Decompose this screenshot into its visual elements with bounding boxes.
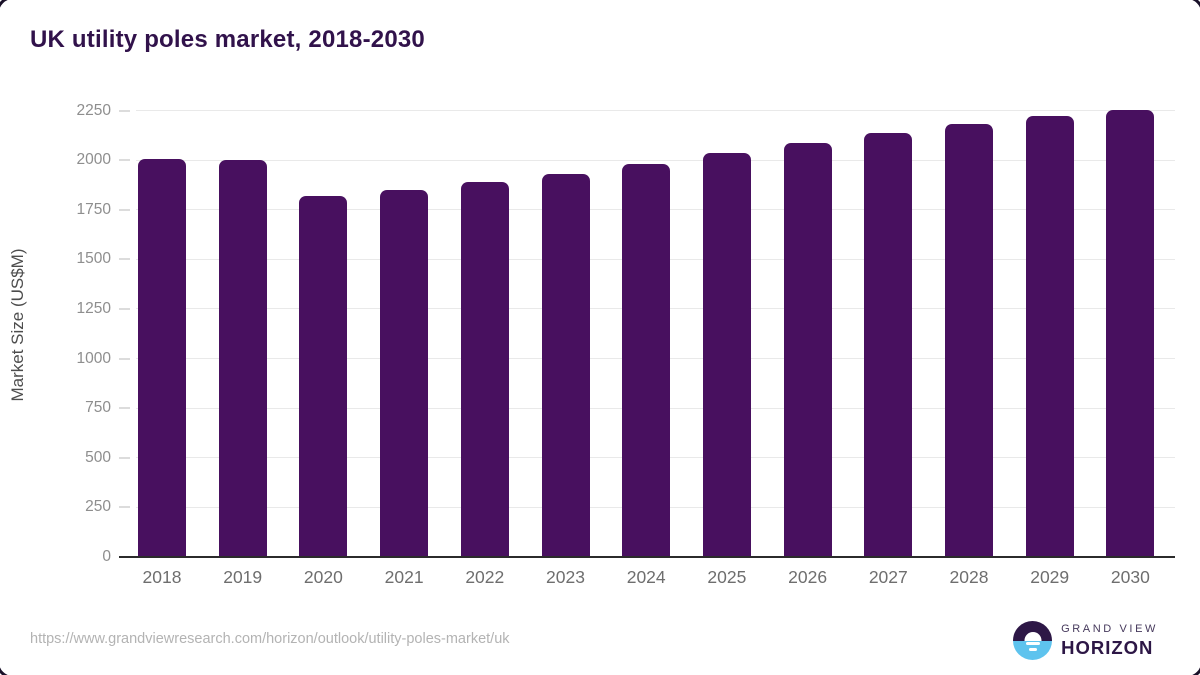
y-tick-label-750: 750 — [85, 399, 111, 417]
y-tick-1500 — [119, 258, 130, 261]
bar-2026 — [783, 143, 832, 557]
y-tick-250 — [119, 506, 130, 509]
horizon-sun-icon — [1013, 621, 1053, 660]
bar-2021 — [380, 189, 429, 557]
y-tick-label-1500: 1500 — [76, 250, 111, 268]
y-tick-label-250: 250 — [85, 498, 111, 516]
x-tick-label-2025: 2025 — [707, 567, 747, 587]
y-tick-750 — [119, 407, 130, 410]
gridline-2250 — [136, 110, 1175, 111]
x-tick-label-2020: 2020 — [303, 567, 343, 587]
y-tick-label-500: 500 — [85, 448, 111, 466]
y-tick-label-1000: 1000 — [76, 349, 111, 367]
chart-title: UK utility poles market, 2018-2030 — [30, 26, 425, 53]
x-tick-label-2023: 2023 — [546, 567, 585, 587]
x-tick-label-2030: 2030 — [1110, 567, 1150, 587]
bar-2030 — [1106, 109, 1155, 557]
y-axis-title: Market Size (US$M) — [8, 248, 27, 402]
bar-2020 — [299, 195, 348, 557]
x-tick-label-2021: 2021 — [384, 567, 424, 587]
bar-2023 — [541, 174, 590, 557]
bar-2018 — [138, 159, 186, 557]
bar-2025 — [702, 153, 751, 557]
logo-text-horizon: HORIZON — [1061, 636, 1154, 658]
bar-2028 — [945, 124, 993, 557]
bar-2019 — [218, 160, 267, 557]
source-url: https://www.grandviewresearch.com/horizo… — [30, 631, 510, 647]
x-tick-label-2019: 2019 — [223, 567, 263, 587]
x-tick-label-2018: 2018 — [142, 567, 182, 587]
y-tick-1250 — [119, 307, 130, 310]
bar-2022 — [460, 181, 509, 557]
y-tick-500 — [119, 456, 130, 459]
x-tick-label-2022: 2022 — [465, 567, 505, 587]
y-tick-label-1250: 1250 — [76, 299, 111, 317]
x-axis-line — [119, 556, 1175, 558]
x-tick-label-2024: 2024 — [626, 567, 666, 587]
x-tick-label-2029: 2029 — [1030, 567, 1070, 587]
y-tick-label-0: 0 — [102, 548, 111, 565]
brand-logo: GRAND VIEW HORIZON — [1013, 621, 1158, 660]
plot-area: 0 250 500 750 1000 1250 1500 1750 2000 2250 2018 2… — [77, 90, 1175, 587]
bar-2029 — [1025, 116, 1074, 557]
y-tick-1000 — [119, 357, 130, 360]
y-tick-2000 — [119, 159, 130, 162]
x-tick-label-2028: 2028 — [949, 567, 989, 587]
y-tick-1750 — [119, 208, 130, 211]
x-tick-label-2027: 2027 — [868, 567, 908, 587]
x-tick-label-2026: 2026 — [788, 567, 828, 587]
y-tick-label-2250: 2250 — [76, 101, 111, 119]
y-tick-2250 — [119, 109, 130, 112]
bar-2027 — [864, 133, 913, 557]
logo-text-grand-view: GRAND VIEW — [1061, 622, 1158, 635]
bar-2024 — [622, 164, 671, 557]
gridline-2000 — [136, 159, 1175, 161]
y-tick-label-2000: 2000 — [76, 151, 111, 169]
y-tick-label-1750: 1750 — [76, 200, 111, 218]
